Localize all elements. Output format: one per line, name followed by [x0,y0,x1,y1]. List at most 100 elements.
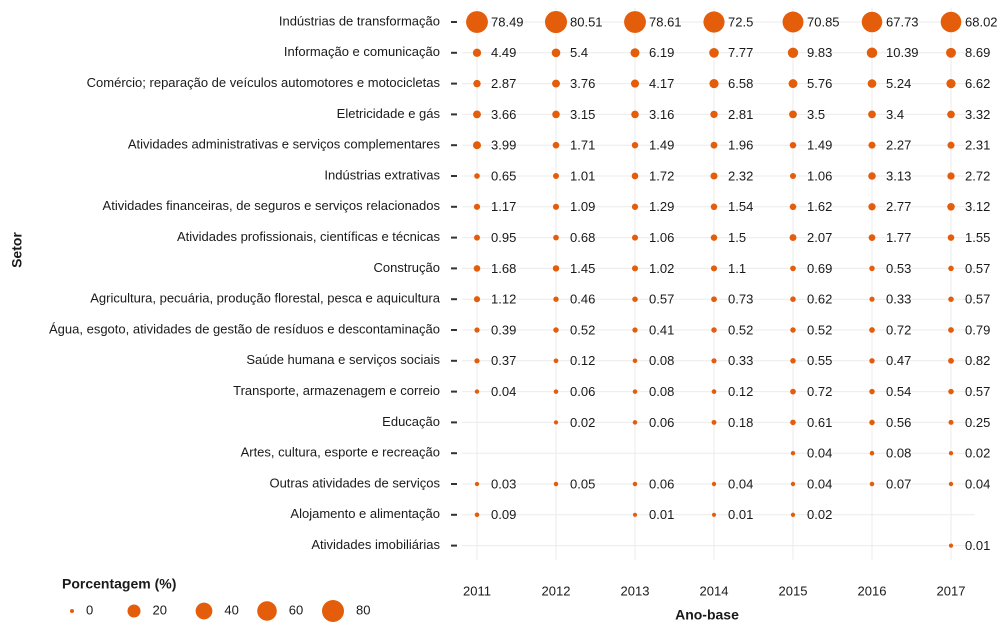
data-label: 0.01 [965,538,990,553]
data-label: 78.61 [649,14,682,29]
x-axis-title: Ano-base [675,607,739,623]
bubble [789,234,797,242]
bubble [948,419,954,425]
bubble [631,172,639,180]
bubble [790,296,796,302]
bubble [710,110,718,119]
legend-bubble [195,602,213,620]
bubble [632,296,638,302]
data-label: 0.95 [491,230,516,245]
data-label: 0.05 [570,476,595,491]
data-label: 2.77 [886,199,911,214]
bubble [624,11,646,33]
bubble [474,358,480,364]
bubble [703,11,725,33]
data-label: 80.51 [570,14,603,29]
y-tick-label: Alojamento e alimentação [290,506,440,521]
data-label: 1.02 [649,261,674,276]
data-label: 1.68 [491,261,516,276]
bubble [948,296,954,302]
bubble [868,203,876,211]
data-label: 0.12 [728,384,753,399]
legend-bubble [127,604,141,618]
bubble [869,265,875,272]
bubble [553,389,559,394]
bubble [790,265,796,272]
y-tick-label: Atividades financeiras, de seguros e ser… [103,198,441,213]
data-label: 3.16 [649,107,674,122]
bubble [632,389,638,394]
bubble [474,327,480,333]
y-tick-label: Atividades imobiliárias [311,537,440,552]
legend-bubble [70,609,74,613]
bubble [789,110,797,119]
data-label: 0.57 [965,384,990,399]
data-label: 0.61 [807,415,832,430]
data-label: 8.69 [965,45,990,60]
bubble [869,327,875,333]
legend-label: 20 [153,602,167,617]
data-label: 67.73 [886,14,919,29]
data-label: 1.12 [491,292,516,307]
bubble [789,141,797,149]
data-label: 4.17 [649,76,674,91]
data-label: 1.06 [649,230,674,245]
bubble [869,358,875,364]
bubble [790,419,796,426]
bubble [948,388,954,395]
data-label: 6.62 [965,76,990,91]
bubble [631,265,639,272]
data-label: 5.24 [886,76,911,91]
data-label: 0.41 [649,322,674,337]
bubble [947,110,955,119]
bubble [553,358,559,364]
data-label: 2.81 [728,107,753,122]
bubble [947,203,955,211]
data-label: 0.53 [886,261,911,276]
data-label: 0.55 [807,353,832,368]
legend-label: 0 [86,602,93,617]
y-tick-label: Outras atividades de serviços [269,475,440,490]
data-label: 0.73 [728,292,753,307]
y-tick-label: Saúde humana e serviços sociais [246,352,440,367]
bubble [709,79,719,89]
data-label: 1.96 [728,138,753,153]
bubble [861,11,883,33]
bubble [553,481,559,487]
data-label: 0.02 [965,446,990,461]
y-tick-label: Indústrias de transformação [279,13,440,28]
data-label: 0.02 [807,507,832,522]
data-label: 3.4 [886,107,904,122]
data-label: 0.46 [570,292,595,307]
bubble [782,11,804,33]
data-label: 3.66 [491,107,516,122]
data-label: 3.99 [491,138,516,153]
bubble [630,48,640,58]
data-label: 0.56 [886,415,911,430]
data-label: 3.32 [965,107,990,122]
data-label: 0.04 [965,476,990,491]
bubble [867,79,877,88]
data-label: 6.19 [649,45,674,60]
bubble [551,48,561,58]
data-label: 1.49 [649,138,674,153]
bubble [711,512,717,517]
data-label: 0.69 [807,261,832,276]
bubble [711,296,717,303]
bubble [631,141,639,149]
data-label: 0.65 [491,168,516,183]
data-label: 0.72 [886,322,911,337]
data-label: 5.4 [570,45,588,60]
data-label: 1.62 [807,199,832,214]
data-label: 0.57 [965,261,990,276]
bubble [632,420,638,425]
data-label: 3.15 [570,107,595,122]
bubble [711,481,717,487]
y-tick-label: Comércio; reparação de veículos automoto… [87,75,441,90]
y-tick-label: Educação [382,414,440,429]
bubble [552,265,560,272]
data-label: 0.18 [728,415,753,430]
bubble [474,512,480,518]
x-tick-label: 2017 [937,583,966,598]
data-label: 0.02 [570,415,595,430]
